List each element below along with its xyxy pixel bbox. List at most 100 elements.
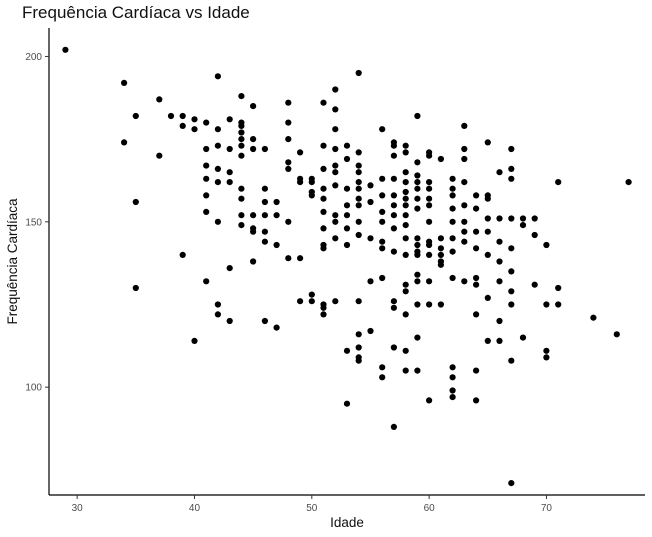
data-point [473, 367, 480, 374]
data-point [402, 347, 409, 354]
data-point [355, 149, 362, 156]
data-point [367, 235, 374, 242]
data-point [226, 145, 233, 153]
data-point [496, 317, 503, 325]
data-point [332, 162, 339, 169]
data-point [402, 188, 409, 196]
data-point [426, 185, 433, 192]
data-point [132, 112, 139, 120]
data-point [191, 126, 198, 133]
data-point [355, 331, 362, 338]
data-point [449, 235, 456, 242]
data-point [250, 103, 257, 110]
x-tick-label: 50 [306, 503, 318, 514]
data-point [496, 215, 503, 222]
data-point [132, 198, 139, 206]
data-point [379, 238, 386, 245]
data-point [285, 218, 292, 225]
data-point [508, 480, 515, 487]
data-point [426, 397, 433, 404]
y-axis-ticks: 100 150 200 [25, 52, 49, 394]
data-point [473, 281, 480, 288]
data-point [203, 175, 210, 182]
data-point [320, 165, 327, 172]
data-point [226, 116, 233, 123]
data-point [214, 218, 221, 225]
data-point [449, 364, 456, 371]
data-point [414, 367, 421, 374]
data-point [355, 162, 362, 169]
data-point [203, 208, 210, 215]
data-point [285, 159, 292, 166]
data-point [402, 169, 409, 176]
data-point [449, 185, 456, 192]
data-point [250, 258, 257, 265]
data-point [461, 179, 468, 186]
data-point [402, 251, 409, 258]
data-point [214, 165, 221, 172]
data-point [543, 301, 550, 308]
data-point [355, 202, 362, 209]
data-point [379, 374, 386, 381]
data-point [191, 337, 198, 344]
data-point [308, 298, 315, 305]
data-point [461, 145, 468, 153]
data-point [426, 179, 433, 186]
data-point [390, 202, 397, 209]
data-point [379, 218, 386, 225]
x-axis-title: Idade [330, 515, 364, 530]
y-axis-title: Frequência Cardíaca [5, 198, 20, 325]
data-point [508, 301, 515, 308]
data-point [449, 175, 456, 182]
data-point [390, 212, 397, 219]
data-point [426, 301, 433, 308]
data-point [484, 294, 491, 301]
data-point [555, 179, 562, 186]
data-point [355, 185, 362, 192]
data-point [496, 238, 503, 245]
data-point [555, 301, 562, 308]
data-point [250, 228, 257, 235]
data-point [320, 99, 327, 106]
data-point [414, 179, 421, 186]
data-point [402, 142, 409, 149]
data-point [461, 202, 468, 209]
data-point [414, 271, 421, 278]
data-point [402, 288, 409, 295]
data-point [390, 175, 397, 182]
data-point [238, 93, 245, 100]
data-point [449, 218, 456, 225]
data-point [590, 314, 597, 321]
data-point [508, 145, 515, 153]
data-point [343, 225, 351, 232]
data-point [285, 255, 292, 262]
data-point [261, 185, 268, 192]
data-point [320, 225, 327, 232]
data-point [461, 278, 468, 285]
data-point [332, 298, 339, 305]
data-point [402, 212, 409, 219]
x-tick-label: 60 [424, 503, 436, 514]
data-point [473, 245, 480, 252]
data-point [308, 291, 315, 298]
y-tick-label: 200 [25, 52, 42, 63]
data-point [343, 202, 351, 209]
data-point [496, 337, 503, 344]
data-point [426, 202, 433, 209]
data-point [121, 79, 128, 86]
data-point [285, 165, 292, 172]
data-point [343, 400, 351, 407]
x-tick-label: 40 [189, 503, 201, 514]
data-point [355, 231, 362, 239]
data-point [343, 142, 351, 149]
data-point [203, 162, 210, 169]
data-point [402, 195, 409, 202]
data-point [426, 152, 433, 159]
data-point [320, 195, 327, 202]
data-point [238, 152, 245, 159]
data-point [226, 265, 233, 272]
data-point [484, 251, 491, 258]
data-point [343, 185, 351, 192]
data-point [379, 208, 386, 215]
data-point [261, 198, 268, 206]
